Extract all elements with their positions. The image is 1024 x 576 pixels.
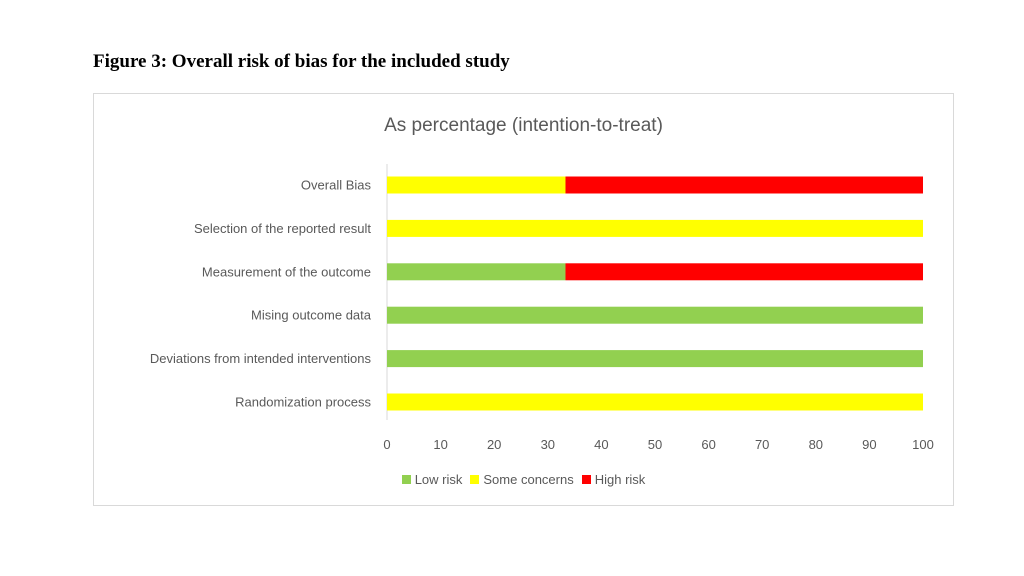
legend-label: Low risk [414,472,463,487]
bar-segment [387,263,566,281]
legend-label: High risk [594,472,646,487]
legend-item: Low risk [401,472,463,487]
x-tick-label: 100 [912,437,934,452]
legend-swatch [581,475,591,484]
bar-segment [387,176,566,194]
legend-item: High risk [581,472,646,487]
figure-title: Figure 3: Overall risk of bias for the i… [93,51,510,72]
category-label: Measurement of the outcome [202,264,371,279]
category-label: Randomization process [235,395,371,410]
bar-segment [565,176,923,194]
chart-legend: Low risk Some concerns High risk [94,472,953,487]
legend-item: Some concerns [470,472,574,487]
bar-segment [387,393,923,411]
x-tick-label: 20 [487,437,501,452]
bar-segment [387,219,923,237]
legend-label: Some concerns [483,472,574,487]
x-tick-label: 0 [383,437,390,452]
x-tick-label: 30 [541,437,555,452]
bar-chart: Overall Bias Selection of the reported re… [150,164,934,452]
x-tick-label: 40 [594,437,608,452]
category-label: Overall Bias [301,178,372,193]
legend-swatch [401,475,411,484]
bar-segment [565,263,923,281]
x-tick-label: 60 [701,437,715,452]
bar-segment [387,350,923,368]
chart-frame: As percentage (intention-to-treat) Overa… [93,93,954,506]
x-tick-label: 70 [755,437,769,452]
x-tick-label: 80 [809,437,823,452]
x-tick-label: 50 [648,437,662,452]
x-tick-label: 10 [433,437,447,452]
category-label: Selection of the reported result [194,221,371,236]
category-label: Deviations from intended interventions [150,351,372,366]
legend-swatch [470,475,480,484]
chart-title: As percentage (intention-to-treat) [384,115,663,136]
x-tick-label: 90 [862,437,876,452]
bar-segment [387,306,923,324]
category-label: Mising outcome data [251,308,372,323]
